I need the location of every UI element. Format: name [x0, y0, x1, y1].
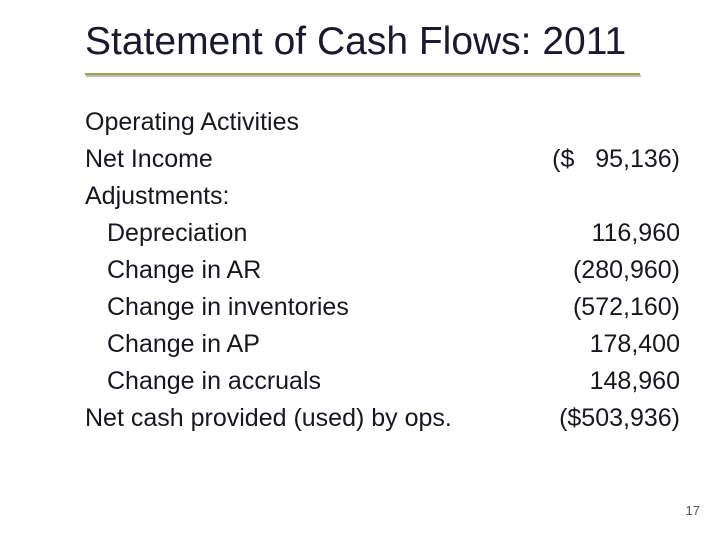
slide-container: Statement of Cash Flows: 2011 Operating …: [0, 0, 720, 540]
row-label: Adjustments:: [85, 178, 230, 215]
row-label: Depreciation: [85, 215, 247, 252]
row-label: Net cash provided (used) by ops.: [85, 400, 452, 437]
row-value: (280,960): [573, 252, 680, 289]
row-value: 116,960: [591, 215, 680, 252]
table-row: Adjustments:: [85, 178, 680, 215]
row-value: ($503,936): [559, 400, 680, 437]
table-row: Change in accruals 148,960: [85, 363, 680, 400]
row-value: (572,160): [573, 289, 680, 326]
table-row: Change in inventories (572,160): [85, 289, 680, 326]
table-row: Change in AP 178,400: [85, 326, 680, 363]
title-underline: [85, 73, 640, 76]
row-label: Net Income: [85, 141, 213, 178]
row-label: Change in accruals: [85, 363, 321, 400]
row-value: ($ 95,136): [552, 141, 680, 178]
row-label: Change in AR: [85, 252, 261, 289]
slide-body: Operating Activities Net Income ($ 95,13…: [85, 104, 680, 437]
section-heading-row: Operating Activities: [85, 104, 680, 141]
table-row: Depreciation 116,960: [85, 215, 680, 252]
row-label: Change in AP: [85, 326, 260, 363]
section-heading: Operating Activities: [85, 104, 299, 141]
page-number: 17: [686, 503, 700, 518]
table-row: Change in AR (280,960): [85, 252, 680, 289]
row-value: 148,960: [590, 363, 680, 400]
table-row: Net Income ($ 95,136): [85, 141, 680, 178]
table-row: Net cash provided (used) by ops. ($503,9…: [85, 400, 680, 437]
row-label: Change in inventories: [85, 289, 349, 326]
slide-title: Statement of Cash Flows: 2011: [85, 20, 680, 65]
row-value: 178,400: [590, 326, 680, 363]
